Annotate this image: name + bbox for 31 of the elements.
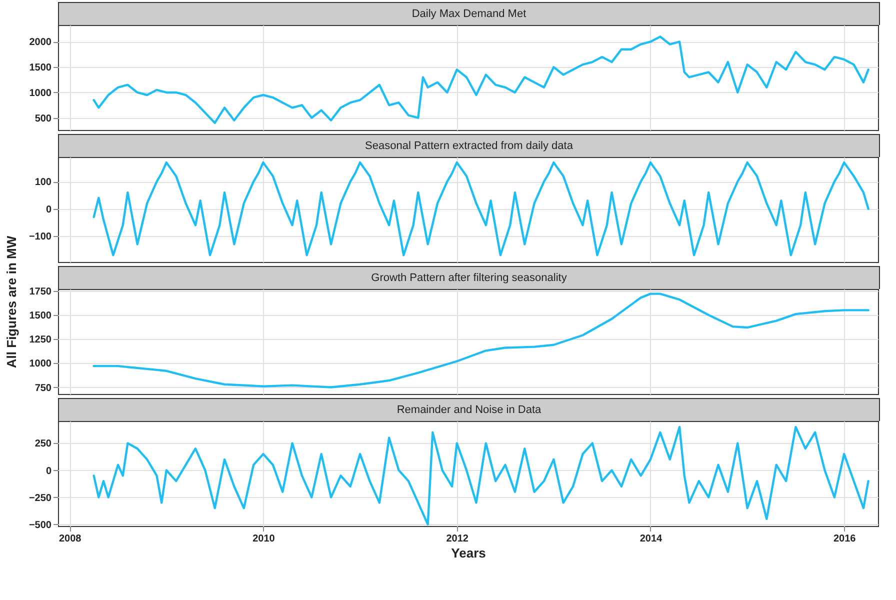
- chart-title: Remainder and Noise in Data: [58, 398, 880, 421]
- y-axis-title: All Figures are in MW: [4, 236, 19, 368]
- line-series: [92, 292, 870, 388]
- y-tick-label: 1500: [29, 310, 52, 322]
- chart-title: Seasonal Pattern extracted from daily data: [58, 134, 880, 157]
- x-tick-label: 2008: [58, 534, 82, 544]
- y-tick-label: 1000: [29, 88, 52, 99]
- y-tick-label: 1750: [29, 286, 52, 298]
- y-tick-label: −250: [28, 492, 52, 504]
- y-tick-label: 2000: [29, 37, 52, 48]
- y-tick-label: 750: [34, 382, 52, 394]
- x-axis-title: Years: [451, 546, 486, 560]
- y-tick-label: 1000: [29, 358, 52, 370]
- y-tick-label: 1500: [29, 62, 52, 74]
- y-tick-label: 0: [46, 466, 52, 477]
- y-tick-label: 1250: [29, 334, 52, 346]
- line-series: [92, 161, 870, 256]
- chart-title: Daily Max Demand Met: [58, 2, 880, 25]
- line-series: [92, 426, 870, 526]
- x-tick-label: 2014: [640, 534, 663, 544]
- y-tick-label: 500: [34, 113, 52, 124]
- line-series: [92, 36, 870, 124]
- y-tick-label: 0: [46, 204, 52, 216]
- chart-title: Growth Pattern after filtering seasonality: [58, 266, 880, 289]
- x-tick-label: 2012: [446, 534, 469, 544]
- x-tick-label: 2016: [833, 534, 856, 544]
- x-tick-label: 2010: [252, 534, 276, 544]
- y-tick-label: 100: [34, 177, 52, 188]
- y-tick-label: −100: [28, 232, 52, 243]
- y-tick-label: 250: [34, 438, 52, 450]
- y-tick-label: −500: [28, 520, 52, 531]
